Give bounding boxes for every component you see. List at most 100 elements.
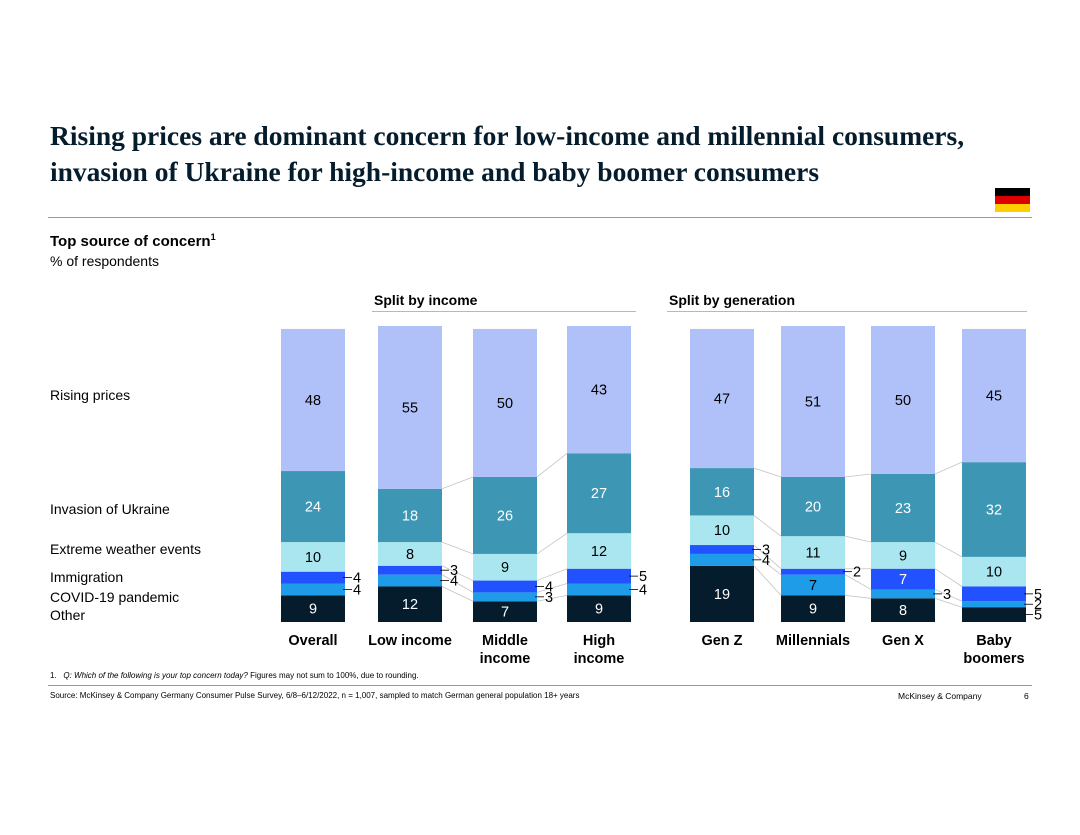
connector-line (441, 574, 474, 593)
title-divider (48, 217, 1032, 218)
value-label: 26 (497, 508, 513, 524)
bar-segment-invasion-of-ukraine (690, 468, 754, 516)
value-label: 48 (305, 393, 321, 409)
connector-line (934, 589, 963, 602)
legend-label-covid-19-pandemic: COVID-19 pandemic (50, 589, 180, 605)
connector-line (753, 553, 782, 575)
germany-flag-icon (995, 188, 1030, 212)
bar-segment-covid-19-pandemic (281, 583, 345, 596)
connector-line (536, 594, 568, 602)
bar-segment-rising-prices (781, 326, 845, 477)
category-label-line: Middle (482, 633, 528, 649)
value-label: 10 (714, 523, 730, 539)
category-label-gen-z: Gen Z (662, 632, 782, 650)
value-label: 32 (986, 503, 1002, 519)
bar-segment-invasion-of-ukraine (567, 453, 631, 534)
bar-segment-extreme-weather-events (567, 533, 631, 569)
bar-segment-invasion-of-ukraine (281, 471, 345, 543)
value-label: 43 (591, 383, 607, 399)
connector-line (753, 565, 782, 596)
value-label: 5 (639, 569, 647, 585)
value-label: 7 (809, 578, 817, 594)
brand-name: McKinsey & Company (898, 691, 982, 701)
chart-unit: % of respondents (50, 253, 159, 269)
bar-segment-rising-prices (871, 326, 935, 474)
group-title-generation: Split by generation (669, 292, 796, 308)
value-label: 16 (714, 485, 730, 501)
bar-segment-immigration (378, 565, 442, 575)
value-label: 50 (895, 393, 911, 409)
value-label: 51 (805, 394, 821, 410)
connector-line (536, 452, 568, 478)
flag-stripe-black (995, 188, 1030, 196)
value-label: 18 (402, 508, 418, 524)
value-label: 20 (805, 500, 821, 516)
legend-label-extreme-weather-events: Extreme weather events (50, 541, 201, 557)
bar-segment-other (567, 595, 631, 622)
connector-line (536, 532, 568, 555)
connector-line (844, 535, 872, 543)
value-label: 5 (1034, 587, 1042, 603)
category-label-low-income: Low income (350, 632, 470, 650)
category-label-gen-x: Gen X (843, 632, 963, 650)
flag-stripe-gold (995, 204, 1030, 212)
value-labels: 9441024481243818557349265094512274319431… (305, 383, 1042, 624)
value-label: 7 (501, 605, 509, 621)
value-label: 47 (714, 392, 730, 408)
legend-label-other: Other (50, 607, 86, 623)
bar-segment-extreme-weather-events (871, 542, 935, 569)
value-label: 8 (406, 547, 414, 563)
bar-segment-immigration (871, 568, 935, 590)
value-label: 4 (639, 582, 647, 598)
connector-line (536, 568, 568, 581)
connector-line (753, 544, 782, 570)
value-label: 9 (501, 560, 509, 576)
footnote-marker: 1 (210, 232, 216, 242)
value-label: 23 (895, 501, 911, 517)
value-label: 2 (853, 565, 861, 581)
connector-line (441, 541, 474, 555)
connector-line (441, 476, 474, 490)
value-label: 4 (353, 571, 361, 587)
value-label: 4 (450, 574, 458, 590)
value-label: 3 (943, 587, 951, 603)
category-label-line: Gen Z (701, 633, 743, 649)
value-label: 4 (545, 579, 553, 595)
category-label-line: Gen X (882, 633, 924, 649)
connector-line (441, 586, 474, 602)
value-label: 9 (899, 548, 907, 564)
legend-label-immigration: Immigration (50, 569, 124, 585)
value-label: 8 (899, 603, 907, 619)
bar-segment-extreme-weather-events (690, 515, 754, 546)
category-label-line: Low income (368, 633, 452, 649)
connector-line (536, 583, 568, 593)
bar-segment-covid-19-pandemic (378, 574, 442, 587)
bar-segment-other (690, 565, 754, 622)
bar-segment-rising-prices (962, 328, 1026, 463)
category-label-baby-boomers: Baby boomers (934, 632, 1054, 668)
value-label: 45 (986, 389, 1002, 405)
connector-line (934, 541, 963, 558)
group-line-income (372, 311, 636, 312)
bar-segment-extreme-weather-events (473, 553, 537, 581)
source-note: Source: McKinsey & Company Germany Consu… (50, 691, 580, 700)
bar-segment-immigration (962, 586, 1026, 602)
value-label: 5 (1034, 608, 1042, 624)
value-label: 3 (545, 590, 553, 606)
group-title-income: Split by income (374, 292, 478, 308)
value-label: 55 (402, 400, 418, 416)
bar-segments (281, 326, 1026, 622)
bar-segment-invasion-of-ukraine (781, 476, 845, 537)
bar-segment-extreme-weather-events (281, 542, 345, 572)
page-title: Rising prices are dominant concern for l… (50, 120, 965, 187)
legend-label-rising-prices: Rising prices (50, 387, 131, 403)
value-label: 3 (450, 563, 458, 579)
bar-segment-other (962, 607, 1026, 622)
value-label: 7 (899, 572, 907, 588)
connector-line (441, 565, 474, 581)
value-label: 11 (805, 545, 820, 561)
bar-segment-extreme-weather-events (781, 536, 845, 569)
value-label: 3 (762, 542, 770, 558)
connector-line (753, 515, 782, 537)
